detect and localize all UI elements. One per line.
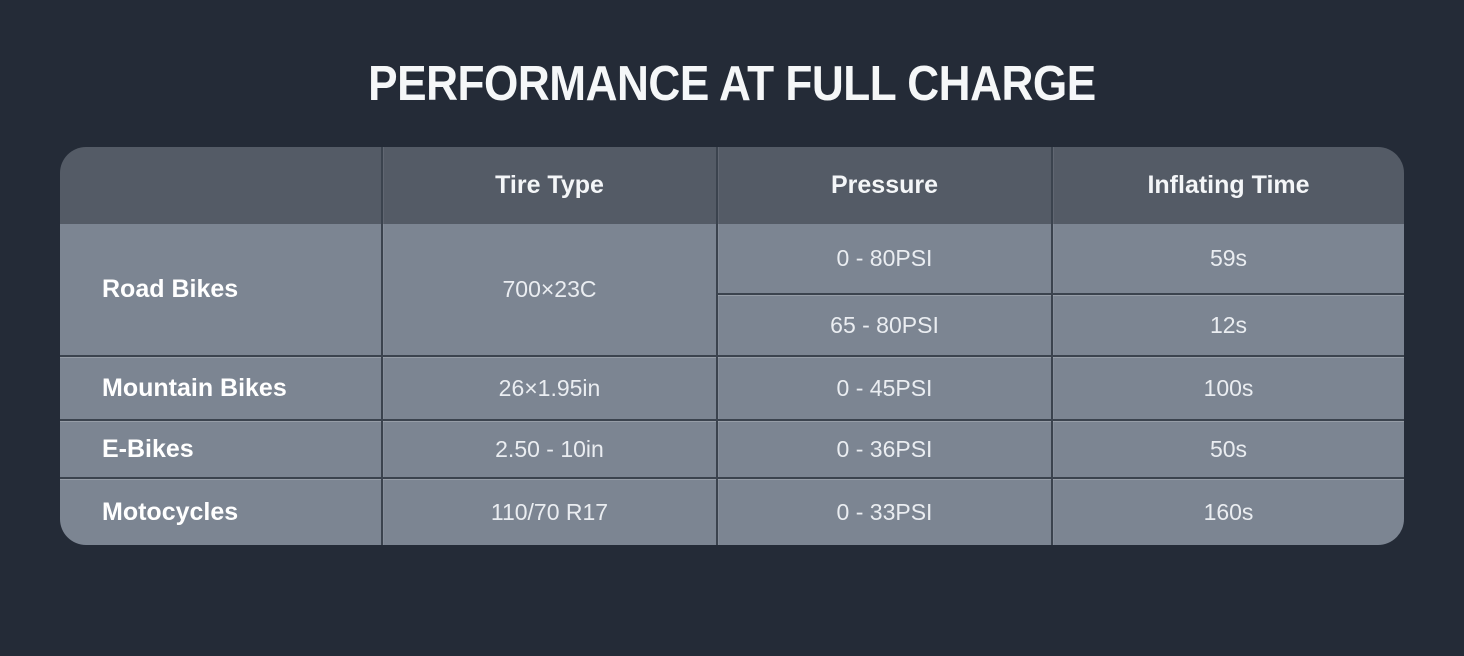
cell-inflating-time-road-bikes-1: 59s bbox=[1051, 224, 1404, 293]
cell-tire-type-road-bikes: 700×23C bbox=[381, 224, 716, 355]
page-title-text: PERFORMANCE AT FULL CHARGE bbox=[368, 55, 1096, 111]
cell-inflating-time-motocycles: 160s bbox=[1051, 477, 1404, 545]
header-cell-pressure: Pressure bbox=[716, 147, 1051, 224]
cell-pressure-e-bikes: 0 - 36PSI bbox=[716, 419, 1051, 477]
page-title: PERFORMANCE AT FULL CHARGE bbox=[0, 55, 1464, 111]
cell-inflating-time-e-bikes: 50s bbox=[1051, 419, 1404, 477]
cell-inflating-time-road-bikes-2: 12s bbox=[1051, 293, 1404, 355]
cell-pressure-motocycles: 0 - 33PSI bbox=[716, 477, 1051, 545]
performance-table: Tire Type Pressure Inflating Time Road B… bbox=[60, 147, 1404, 545]
row-category-motocycles: Motocycles bbox=[60, 477, 381, 545]
header-cell-empty bbox=[60, 147, 381, 224]
cell-inflating-time-mountain-bikes: 100s bbox=[1051, 355, 1404, 419]
cell-tire-type-motocycles: 110/70 R17 bbox=[381, 477, 716, 545]
row-category-mountain-bikes: Mountain Bikes bbox=[60, 355, 381, 419]
header-cell-tire-type: Tire Type bbox=[381, 147, 716, 224]
cell-pressure-mountain-bikes: 0 - 45PSI bbox=[716, 355, 1051, 419]
header-cell-inflating-time: Inflating Time bbox=[1051, 147, 1404, 224]
row-category-road-bikes: Road Bikes bbox=[60, 224, 381, 355]
cell-tire-type-mountain-bikes: 26×1.95in bbox=[381, 355, 716, 419]
cell-tire-type-e-bikes: 2.50 - 10in bbox=[381, 419, 716, 477]
row-category-e-bikes: E-Bikes bbox=[60, 419, 381, 477]
cell-pressure-road-bikes-2: 65 - 80PSI bbox=[716, 293, 1051, 355]
cell-pressure-road-bikes-1: 0 - 80PSI bbox=[716, 224, 1051, 293]
